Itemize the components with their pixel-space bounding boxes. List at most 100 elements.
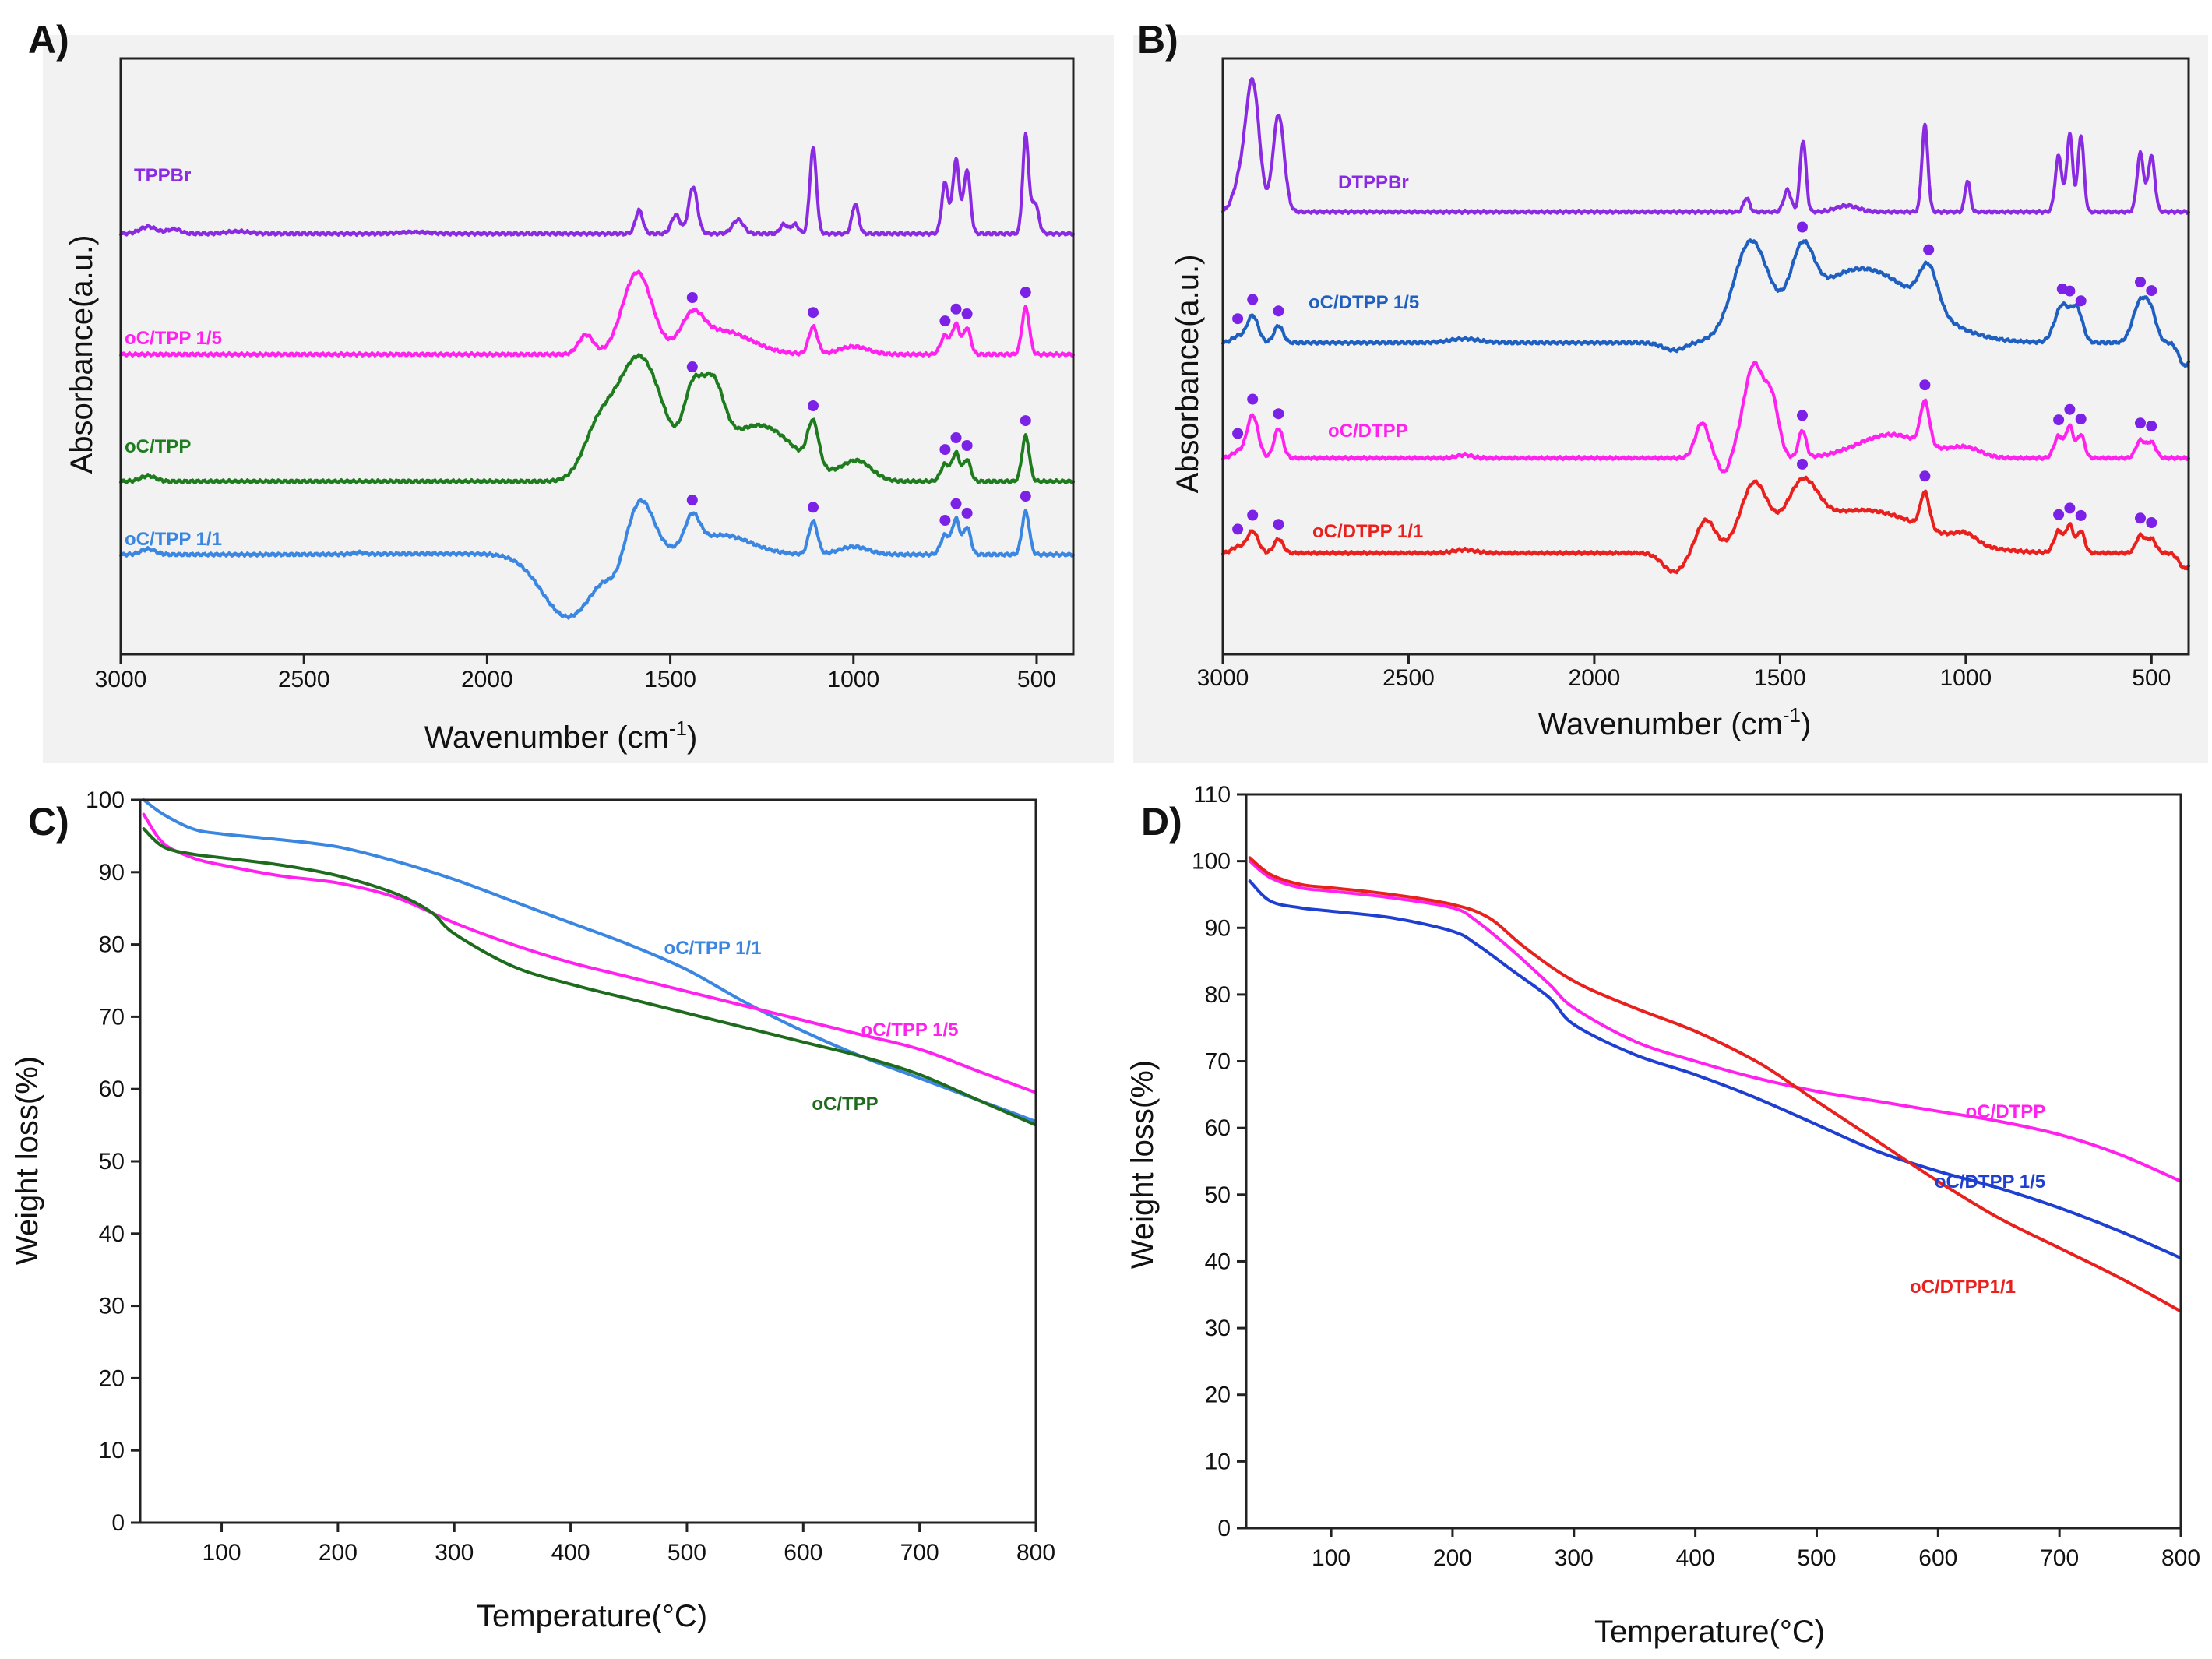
panel-c-x-axis-title: Temperature(°C)	[477, 1599, 707, 1633]
peak-marker-oc-dtpp-1-1-1440	[1797, 458, 1808, 470]
panel-c-series-labels: oC/TPP 1/1 oC/TPP 1/5 oC/TPP	[664, 938, 959, 1115]
panel-d-tga-dtpp: D) 100 200 300 400 500 600 700 800 0 10 20 30 40 50 60…	[1125, 782, 2200, 1649]
y-tick-label-0: 0	[1217, 1516, 1231, 1541]
peak-marker-oc-dtpp-1-5-530	[2135, 276, 2146, 287]
x-tick-label-2500: 2500	[278, 667, 330, 692]
panel-b-y-axis-title: Absorbance(a.u.)	[1171, 255, 1205, 494]
y-tick-label-0: 0	[111, 1510, 125, 1536]
x-tick-label-800: 800	[2161, 1545, 2200, 1571]
y-tick-label-20: 20	[1205, 1382, 1231, 1408]
y-tick-label-100: 100	[1192, 849, 1231, 875]
peak-marker-oc-dtpp-750	[2053, 414, 2065, 426]
peak-marker-oc-dtpp-1-5-2960	[1232, 313, 1244, 325]
panel-b-plot-frame	[1221, 57, 2190, 656]
panel-a-letter: A)	[28, 18, 69, 62]
panel-c-tga-tpp: C) 100 200 300 400 500 600 700 800 0 10 20 30 40 50 60…	[10, 787, 1055, 1633]
peak-marker-oc-tpp-1110	[808, 400, 819, 411]
panel-c-plot-frame	[139, 798, 1037, 1524]
y-tick-label-30: 30	[99, 1294, 125, 1319]
tga-curve-oc-dtpp1-1	[1248, 856, 2182, 1313]
label-oc-tpp: oC/TPP	[125, 436, 191, 457]
y-tick-label-50: 50	[1205, 1182, 1231, 1208]
x-tick-label-800: 800	[1016, 1540, 1055, 1566]
y-tick-label-110: 110	[1193, 782, 1231, 808]
spectrum-oc-tpp	[119, 353, 1075, 484]
peak-marker-oc-dtpp-1-1-530	[2135, 512, 2146, 524]
x-tick-label-100: 100	[1312, 1545, 1351, 1571]
y-tick-label-100: 100	[86, 787, 125, 813]
peak-marker-oc-tpp-1-1-1440	[686, 495, 698, 506]
x-tick-label-500: 500	[667, 1540, 706, 1566]
panel-b-spectra	[1221, 77, 2190, 575]
peak-marker-oc-tpp-690	[961, 440, 973, 451]
panel-d-curves	[1248, 856, 2182, 1313]
peak-marker-oc-dtpp-1-5-1440	[1797, 221, 1808, 233]
x-tick-label-500: 500	[2132, 665, 2171, 691]
panel-a-x-axis-title: Wavenumber (cm-1)	[424, 717, 698, 755]
y-tick-label-80: 80	[1205, 982, 1231, 1008]
x-tick-label-400: 400	[551, 1540, 590, 1566]
x-tick-label-2000: 2000	[461, 667, 513, 692]
label-oc-dtpp-1-5: oC/DTPP 1/5	[1309, 292, 1419, 313]
y-tick-label-50: 50	[99, 1149, 125, 1175]
x-tick-label-1000: 1000	[827, 667, 879, 692]
y-tick-label-30: 30	[1205, 1316, 1231, 1341]
x-tick-label-1000: 1000	[1939, 665, 1992, 691]
tga-label-oc-dtpp-1-5: oC/DTPP 1/5	[1935, 1171, 2045, 1192]
panel-d-series-labels: oC/DTPP oC/DTPP 1/5 oC/DTPP1/1	[1910, 1101, 2045, 1298]
y-tick-label-40: 40	[99, 1221, 125, 1247]
peak-marker-oc-dtpp-1-1-750	[2053, 509, 2065, 520]
peak-marker-oc-dtpp-1-1-1110	[1919, 470, 1931, 482]
panel-a-ftir-tpp: A) 3000 2500 2000 1500 1000 500 Wavenumber (c…	[28, 18, 1114, 763]
peak-marker-oc-tpp-1-1-720	[950, 498, 962, 509]
peak-marker-oc-dtpp-530	[2135, 417, 2146, 429]
peak-marker-oc-dtpp-1-1-500	[2146, 517, 2157, 528]
panel-b-letter: B)	[1137, 18, 1178, 62]
y-tick-label-70: 70	[1205, 1049, 1231, 1075]
x-tick-label-500: 500	[1017, 667, 1056, 692]
x-tick-label-300: 300	[1555, 1545, 1594, 1571]
y-tick-label-40: 40	[1205, 1249, 1231, 1274]
peak-marker-oc-tpp-1-5-530	[1020, 287, 1031, 298]
peak-marker-oc-dtpp-1-1-2960	[1232, 523, 1244, 535]
tga-label-oc-tpp-1-1: oC/TPP 1/1	[664, 938, 762, 959]
tga-label-oc-dtpp1-1: oC/DTPP1/1	[1910, 1277, 2016, 1298]
peak-marker-oc-dtpp-690	[2075, 414, 2087, 424]
tga-label-oc-tpp: oC/TPP	[812, 1094, 878, 1115]
x-tick-label-400: 400	[1676, 1545, 1715, 1571]
panel-d-letter: D)	[1141, 800, 1182, 844]
panel-b-x-axis-title: Wavenumber (cm-1)	[1538, 703, 1812, 741]
panel-a-plot-frame	[119, 57, 1075, 656]
peak-marker-oc-dtpp-1-1-2920	[1247, 509, 1259, 521]
peak-marker-oc-tpp-1-5-720	[950, 303, 962, 315]
peak-marker-oc-dtpp-1-5-1100	[1923, 244, 1935, 255]
tga-curve-oc-tpp-1-5	[142, 812, 1037, 1094]
panel-c-letter: C)	[28, 800, 69, 844]
peak-marker-oc-dtpp-1-5-720	[2064, 285, 2076, 297]
peak-marker-oc-dtpp-2920	[1247, 393, 1259, 405]
peak-marker-oc-dtpp-1-1-720	[2064, 502, 2076, 514]
peak-marker-oc-tpp-1440	[686, 361, 698, 372]
x-tick-label-200: 200	[319, 1540, 358, 1566]
peak-marker-oc-dtpp-1-5-500	[2146, 285, 2157, 297]
panel-c-curves	[142, 798, 1037, 1127]
peak-marker-oc-tpp-530	[1020, 415, 1031, 427]
panel-b-background	[1133, 35, 2208, 763]
peak-marker-oc-tpp-1-5-690	[961, 308, 973, 319]
x-tick-label-2500: 2500	[1382, 665, 1435, 691]
x-tick-label-1500: 1500	[644, 667, 696, 692]
spectrum-oc-tpp-1-5	[119, 269, 1075, 358]
x-tick-label-500: 500	[1797, 1545, 1836, 1571]
tga-curve-oc-dtpp	[1248, 859, 2182, 1183]
peak-marker-oc-dtpp-1440	[1797, 410, 1808, 421]
y-tick-label-70: 70	[99, 1004, 125, 1030]
peak-marker-oc-tpp-1-5-1440	[686, 292, 698, 303]
peak-marker-oc-dtpp-1-5-690	[2075, 295, 2087, 307]
panel-b-ftir-dtpp: B) 3000 2500 2000 1500 1000 500 Wavenumber (c…	[1133, 18, 2208, 763]
peak-marker-oc-tpp-1-1-1110	[808, 502, 819, 513]
peak-marker-oc-dtpp-1-1-690	[2075, 509, 2087, 521]
peak-marker-oc-dtpp-1-1-2850	[1273, 519, 1284, 530]
y-tick-label-60: 60	[99, 1076, 125, 1102]
peak-marker-oc-dtpp-1-5-2920	[1247, 294, 1259, 305]
